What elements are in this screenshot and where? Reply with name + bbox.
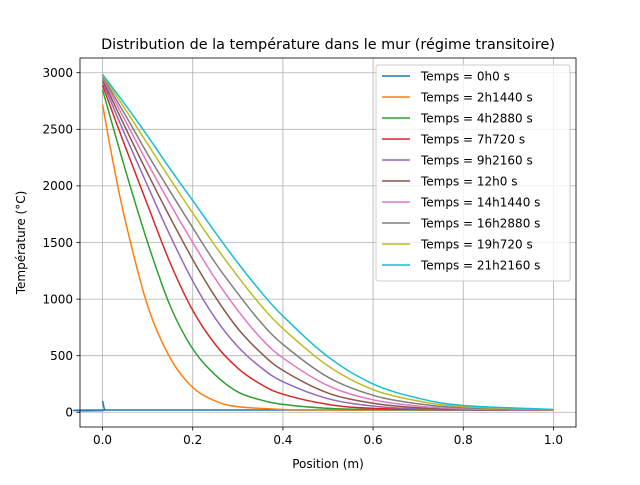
x-tick-label: 0.4 <box>273 433 292 447</box>
series-line-6 <box>101 77 554 411</box>
legend-label-5: Temps = 12h0 s <box>420 174 518 188</box>
y-axis-ticks: 0 500 1000 1500 2000 2500 3000 <box>42 66 80 420</box>
legend-label-1: Temps = 2h1440 s <box>420 90 533 104</box>
y-axis-label: Température (°C) <box>14 191 28 296</box>
x-axis-label: Position (m) <box>292 457 364 471</box>
series-line-2 <box>101 89 554 411</box>
series-line-9 <box>101 73 554 411</box>
y-tick-label: 1000 <box>42 292 73 306</box>
x-tick-label: 0.0 <box>93 433 112 447</box>
series-line-4 <box>101 81 554 411</box>
legend-label-8: Temps = 19h720 s <box>420 237 533 251</box>
series-line-7 <box>101 76 554 411</box>
y-tick-label: 1500 <box>42 236 73 250</box>
legend-label-3: Temps = 7h720 s <box>420 132 525 146</box>
x-tick-label: 0.2 <box>183 433 202 447</box>
x-tick-label: 1.0 <box>544 433 563 447</box>
x-tick-label: 0.6 <box>364 433 383 447</box>
legend-label-4: Temps = 9h2160 s <box>420 153 533 167</box>
y-tick-label: 3000 <box>42 66 73 80</box>
legend: Temps = 0h0 s Temps = 2h1440 s Temps = 4h2… <box>375 64 571 282</box>
series-line-8 <box>101 75 554 411</box>
legend-box <box>375 64 571 282</box>
y-tick-label: 2500 <box>42 123 73 137</box>
chart-title: Distribution de la température dans le m… <box>101 37 555 53</box>
y-tick-label: 500 <box>50 349 73 363</box>
legend-label-0: Temps = 0h0 s <box>420 69 510 83</box>
y-tick-label: 2000 <box>42 179 73 193</box>
series-layer <box>72 73 554 412</box>
x-axis-ticks: 0.0 0.2 0.4 0.6 0.8 1.0 <box>93 427 563 447</box>
legend-label-7: Temps = 16h2880 s <box>420 216 540 230</box>
legend-label-9: Temps = 21h2160 s <box>420 258 540 272</box>
legend-label-6: Temps = 14h1440 s <box>420 195 540 209</box>
series-line-5 <box>101 79 554 411</box>
legend-label-2: Temps = 4h2880 s <box>420 111 533 125</box>
x-tick-label: 0.8 <box>454 433 473 447</box>
y-tick-label: 0 <box>65 406 73 420</box>
series-line-3 <box>101 84 554 411</box>
